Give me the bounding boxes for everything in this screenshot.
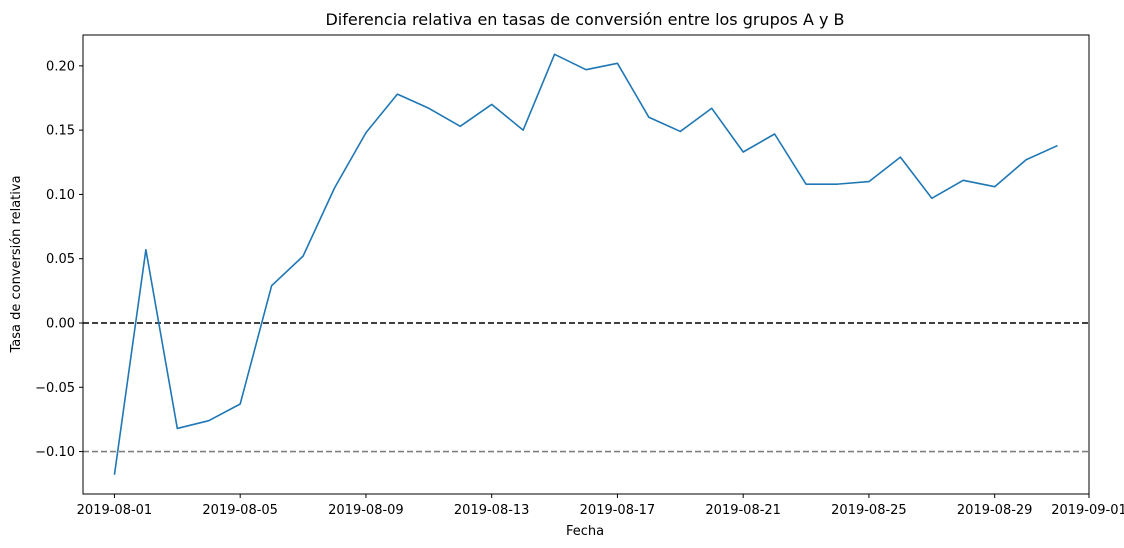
x-axis-label: Fecha (566, 524, 604, 539)
chart-title: Diferencia relativa en tasas de conversi… (325, 10, 844, 29)
y-tick-label: 0.00 (46, 317, 75, 332)
y-tick-label: 0.05 (46, 252, 75, 267)
x-tick-label: 2019-08-13 (454, 503, 530, 518)
x-tick-label: 2019-08-09 (328, 503, 404, 518)
x-tick-label: 2019-08-05 (202, 503, 278, 518)
x-tick-label: 2019-08-29 (957, 503, 1033, 518)
x-tick-label: 2019-08-21 (705, 503, 781, 518)
x-tick-label: 2019-08-17 (580, 503, 656, 518)
x-tick-label: 2019-08-01 (77, 503, 153, 518)
plot-area: −0.10 −0.05 0.00 0.05 0.10 0.15 0.20 2019-08-01… (35, 34, 1124, 518)
series-line-0 (113, 53, 1058, 475)
axes-frame (82, 34, 1090, 495)
y-tick-label: 0.10 (46, 188, 75, 203)
x-tick-label: 2019-08-25 (831, 503, 907, 518)
y-tick-label: 0.20 (46, 59, 75, 74)
y-tick-label: −0.10 (35, 445, 75, 460)
y-tick-label: −0.05 (35, 381, 75, 396)
y-axis-label: Tasa de conversión relativa (9, 175, 24, 353)
x-tick-label: 2019-09-01 (1051, 503, 1124, 518)
y-tick-label: 0.15 (46, 124, 75, 139)
